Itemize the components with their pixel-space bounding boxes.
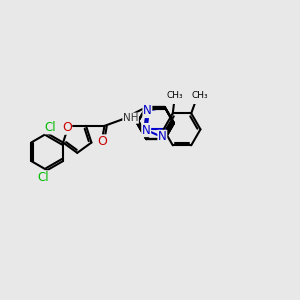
Text: NH: NH [123,113,138,123]
Text: CH₃: CH₃ [166,91,183,100]
Text: Cl: Cl [38,172,49,182]
Text: Cl: Cl [45,121,56,134]
Text: N: N [158,130,167,143]
Text: O: O [97,135,107,148]
Text: O: O [62,121,72,134]
Text: Cl: Cl [44,122,56,132]
Text: CH₃: CH₃ [192,91,208,100]
Text: Cl: Cl [38,171,50,184]
Text: N: N [142,124,151,136]
Text: N: N [143,104,152,118]
